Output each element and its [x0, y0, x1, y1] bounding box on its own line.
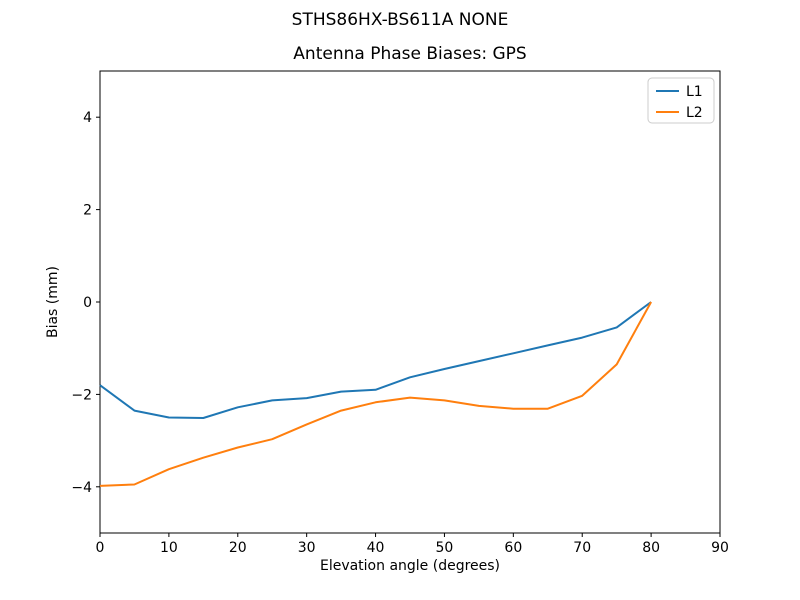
x-tick-label: 80 — [642, 540, 660, 556]
y-axis-label: Bias (mm) — [45, 266, 61, 338]
y-tick-label: −2 — [71, 387, 92, 403]
x-tick-label: 60 — [504, 540, 522, 556]
series-line-l1 — [99, 301, 652, 419]
y-tick-label: 0 — [83, 295, 92, 311]
figure-title: STHS86HX-BS611A NONE — [292, 10, 509, 30]
y-ticks: −4 −2 0 2 4 — [71, 110, 100, 496]
legend-label: L1 — [686, 84, 703, 100]
x-tick-label: 30 — [298, 540, 316, 556]
y-tick-label: −4 — [71, 480, 92, 496]
x-tick-label: 0 — [96, 540, 105, 556]
x-tick-label: 20 — [229, 540, 247, 556]
legend-label: L2 — [686, 105, 703, 121]
x-ticks: 0 10 20 30 40 50 60 70 80 90 — [96, 533, 729, 556]
legend-box — [647, 77, 715, 124]
series-lines — [99, 301, 652, 487]
y-tick-label: 4 — [83, 110, 92, 126]
x-tick-label: 90 — [711, 540, 729, 556]
x-axis-label: Elevation angle (degrees) — [320, 558, 500, 574]
x-tick-label: 40 — [367, 540, 385, 556]
x-tick-label: 70 — [573, 540, 591, 556]
axes-title: Antenna Phase Biases: GPS — [293, 44, 526, 64]
series-line-l2 — [99, 301, 652, 487]
plot-area — [99, 70, 721, 534]
x-tick-label: 50 — [436, 540, 454, 556]
x-tick-label: 10 — [160, 540, 178, 556]
y-tick-label: 2 — [83, 203, 92, 219]
